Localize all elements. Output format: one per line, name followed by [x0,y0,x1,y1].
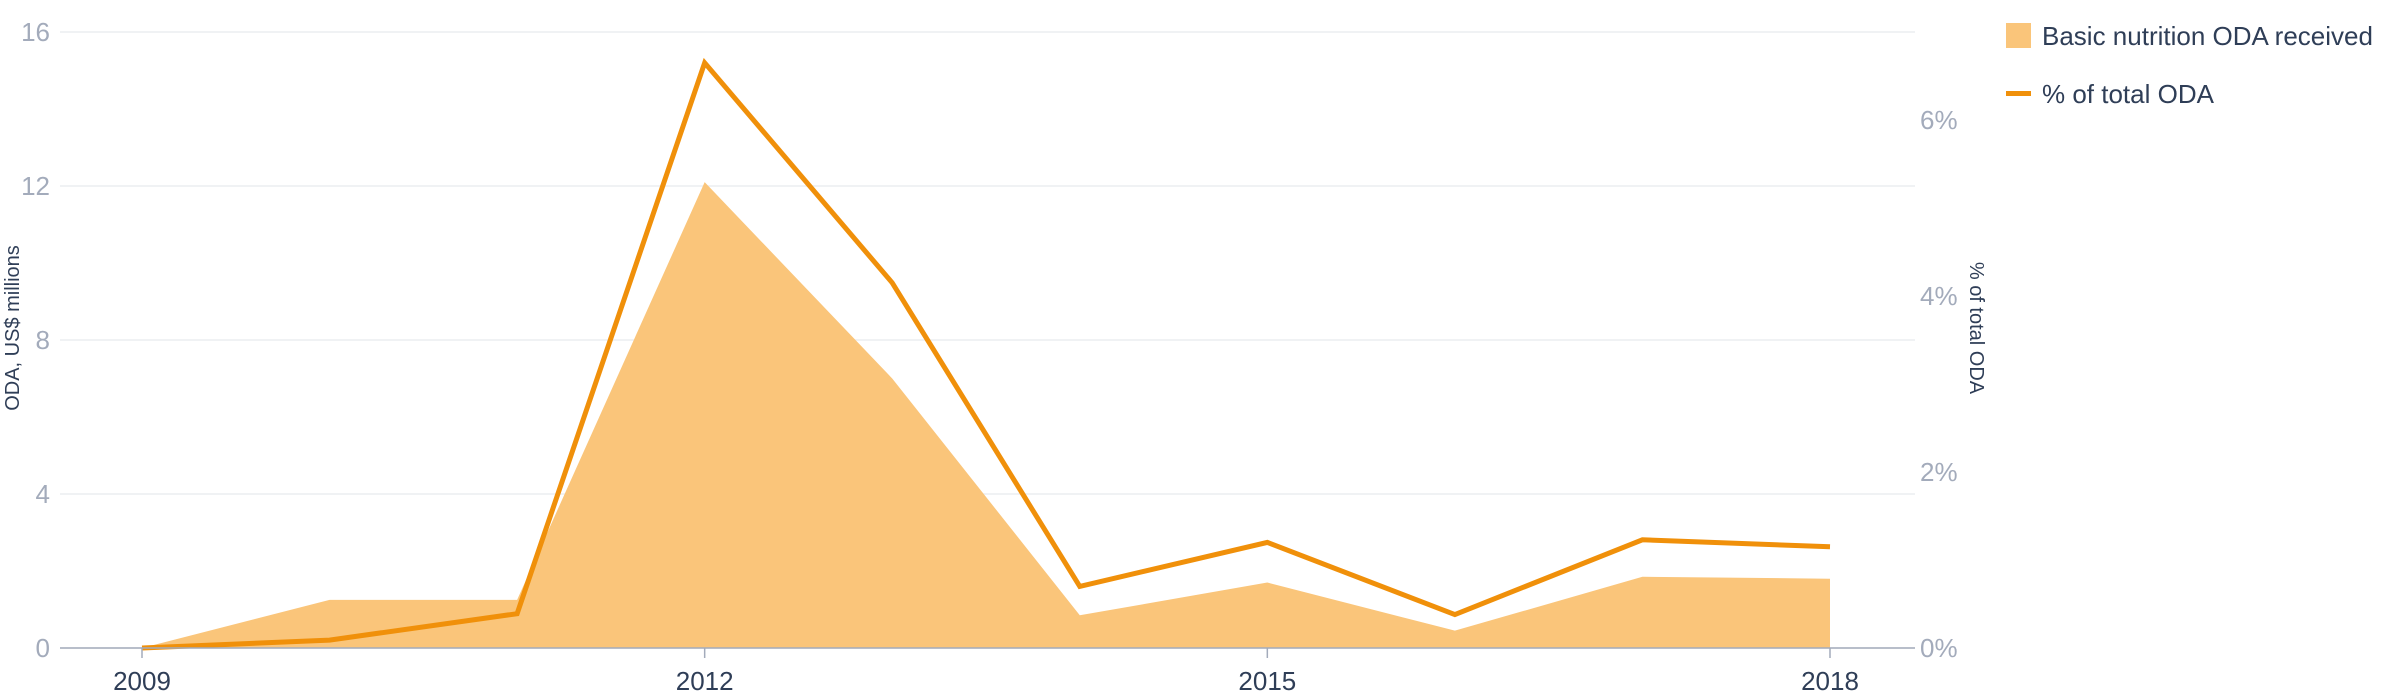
y-left-tick-label: 4 [36,479,50,509]
x-tick-label: 2015 [1238,666,1296,696]
y-right-tick-label: 4% [1920,281,1958,311]
x-tick-label: 2009 [113,666,171,696]
legend-swatch-line[interactable] [2006,91,2031,96]
y-right-tick-label: 6% [1920,105,1958,135]
right-axis-title: % of total ODA [1965,262,1987,395]
line-series-pct-total-oda[interactable] [141,57,1831,651]
y-left-tick-label: 8 [36,325,50,355]
y-right-tick-label: 2% [1920,457,1958,487]
y-right-tick-label: 0% [1920,633,1958,663]
axis-layer: 0 4 8 12 16 0% 2% 4% 6% 2009 2012 2015 2018 [21,17,1958,696]
legend: Basic nutrition ODA received % of total … [2006,21,2373,109]
x-tick-label: 2018 [1801,666,1859,696]
legend-swatch-area[interactable] [2006,23,2031,48]
legend-label-area[interactable]: Basic nutrition ODA received [2042,21,2373,51]
line-layer [141,57,1831,651]
area-series-basic-nutrition-oda[interactable] [142,182,1830,648]
area-layer [142,182,1830,648]
y-left-tick-label: 16 [21,17,50,47]
legend-label-line[interactable]: % of total ODA [2042,79,2215,109]
left-axis-title: ODA, US$ millions [2,245,24,411]
y-left-tick-label: 12 [21,171,50,201]
y-left-tick-label: 0 [36,633,50,663]
x-tick-label: 2012 [676,666,734,696]
